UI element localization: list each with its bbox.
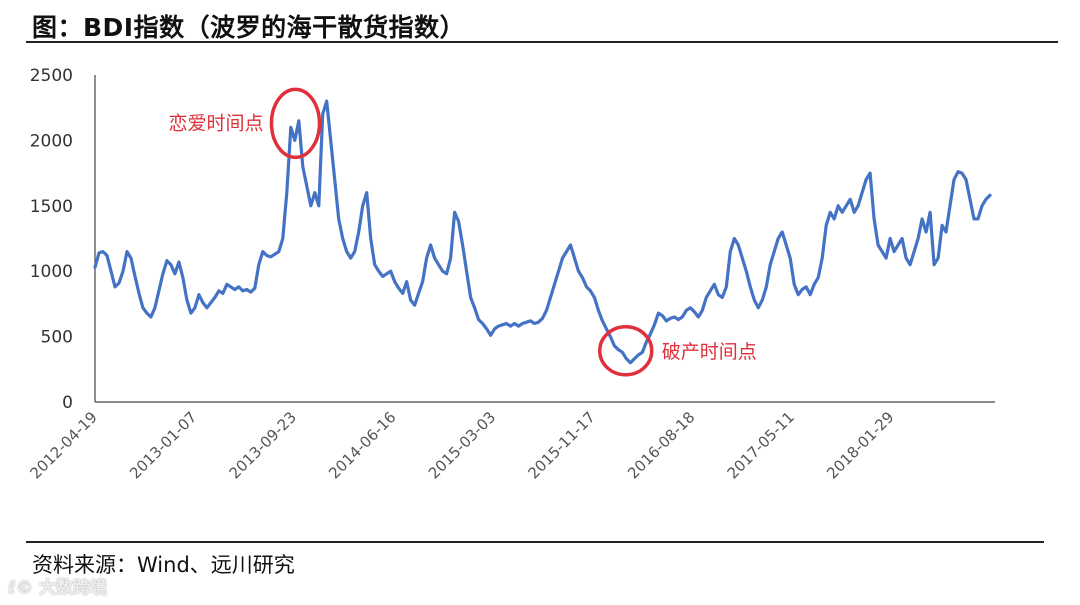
y-tick-labels: 0 500 1000 1500 2000 2500: [30, 66, 73, 413]
y-tick-label: 0: [62, 393, 73, 413]
y-tick-label: 2000: [30, 131, 73, 151]
y-tick-label: 1500: [30, 197, 73, 217]
watermark-logo-icon: ℓ©: [8, 578, 34, 598]
x-tick-label: 2017-05-11: [724, 408, 798, 482]
x-tick-label: 2014-06-16: [325, 408, 399, 482]
footer-rule: [26, 541, 1044, 543]
source-note: 资料来源：Wind、远川研究: [32, 553, 295, 577]
y-tick-label: 1000: [30, 262, 73, 282]
watermark: ℓ© 大数跨境: [8, 573, 107, 598]
annotation-circle: [597, 325, 654, 377]
x-tick-label: 2015-11-17: [524, 408, 598, 482]
watermark-text: 大数跨境: [39, 578, 108, 598]
x-tick-label: 2013-01-07: [126, 408, 200, 482]
annotation-circle: [269, 87, 322, 160]
y-tick-label: 500: [41, 328, 73, 348]
chart-title: 图：BDI指数（波罗的海干散货指数）: [32, 13, 466, 42]
x-tick-label: 2016-08-18: [624, 408, 698, 482]
x-tick-label: 2015-03-03: [425, 408, 499, 482]
annotation-label: 破产时间点: [662, 341, 757, 363]
x-tick-labels: 2012-04-19 2013-01-07 2013-09-23 2014-06-16…: [26, 408, 897, 482]
annotation-label: 恋爱时间点: [168, 112, 263, 134]
y-tick-label: 2500: [30, 66, 73, 86]
x-tick-label: 2018-01-29: [823, 408, 897, 482]
x-tick-label: 2013-09-23: [226, 408, 300, 482]
bdi-line-chart: 0 500 1000 1500 2000 2500 2012-04-19 2013-01-0…: [26, 66, 995, 482]
x-tick-label: 2012-04-19: [26, 408, 100, 482]
title-underline: [26, 41, 1058, 43]
series-line-bdi: [93, 99, 992, 365]
